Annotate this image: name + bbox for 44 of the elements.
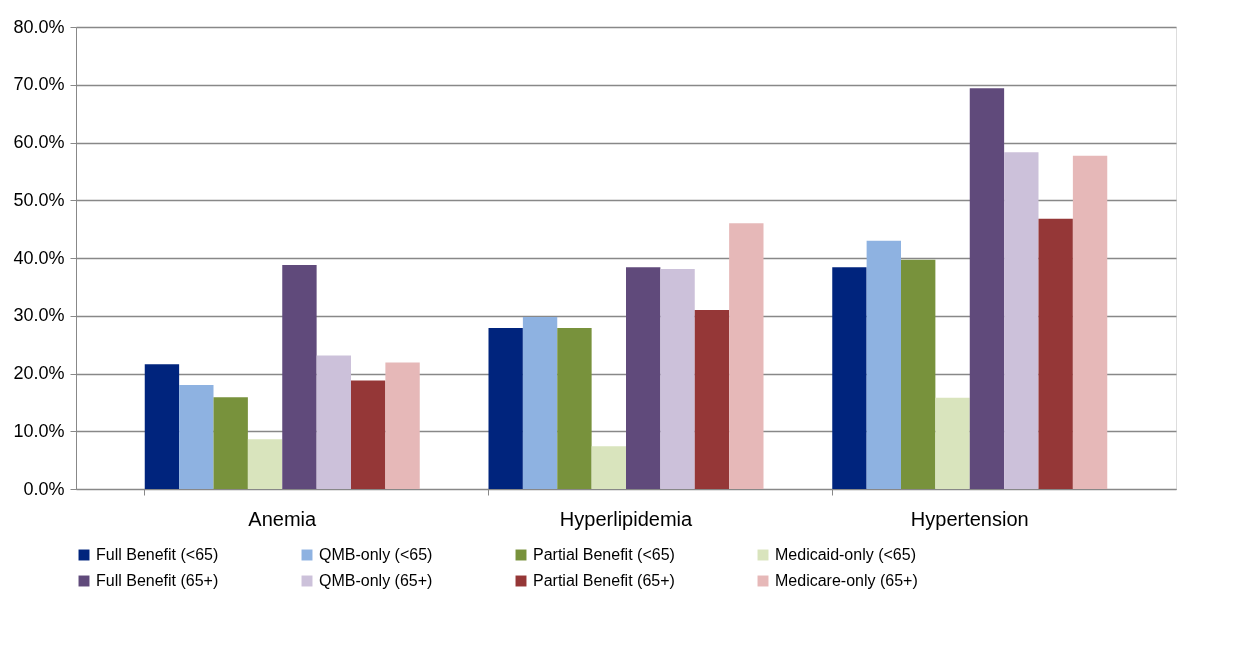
bar xyxy=(247,439,283,489)
legend-label: Partial Benefit (<65) xyxy=(533,546,675,563)
x-tick-label: Anemia xyxy=(248,507,318,530)
legend-label: Medicare-only (65+) xyxy=(775,572,918,589)
bar xyxy=(591,446,626,489)
legend-label: Full Benefit (<65) xyxy=(96,546,219,563)
y-tick-label: 70.0% xyxy=(13,74,65,95)
x-tick-label: Hypertension xyxy=(910,507,1029,530)
y-tick-label: 80.0% xyxy=(13,16,65,37)
y-tick-label: 20.0% xyxy=(13,363,65,383)
bar xyxy=(385,362,420,489)
bar xyxy=(213,397,248,489)
y-tick-label: 0.0% xyxy=(23,478,65,499)
legend-label: QMB-only (<65) xyxy=(319,546,433,563)
bar xyxy=(282,264,317,489)
bar xyxy=(729,223,764,489)
bar xyxy=(488,327,523,489)
bar xyxy=(866,240,901,489)
bar xyxy=(144,364,180,489)
bar xyxy=(179,385,214,489)
bar xyxy=(832,267,867,489)
bar xyxy=(626,267,661,489)
bar xyxy=(522,316,558,489)
legend-label: Full Benefit (65+) xyxy=(96,572,219,589)
bar xyxy=(694,309,730,489)
bar xyxy=(901,259,936,489)
x-tick-label: Hyperlipidemia xyxy=(559,507,694,530)
y-tick-label: 50.0% xyxy=(13,189,65,210)
legend-label: QMB-only (65+) xyxy=(319,572,433,589)
bar xyxy=(351,380,386,489)
bar xyxy=(557,327,592,489)
y-tick-label: 30.0% xyxy=(13,305,65,326)
bar xyxy=(1004,152,1039,489)
legend-label: Partial Benefit (65+) xyxy=(533,572,675,589)
y-tick-label: 10.0% xyxy=(13,420,65,441)
bar xyxy=(660,268,695,489)
bar xyxy=(935,397,970,489)
bar xyxy=(969,88,1005,489)
y-tick-label: 60.0% xyxy=(13,132,65,152)
bar xyxy=(1072,155,1108,489)
legend-label: Medicaid-only (<65) xyxy=(775,546,916,563)
bar xyxy=(316,355,351,489)
bar xyxy=(1038,218,1073,489)
y-tick-label: 40.0% xyxy=(13,247,65,268)
